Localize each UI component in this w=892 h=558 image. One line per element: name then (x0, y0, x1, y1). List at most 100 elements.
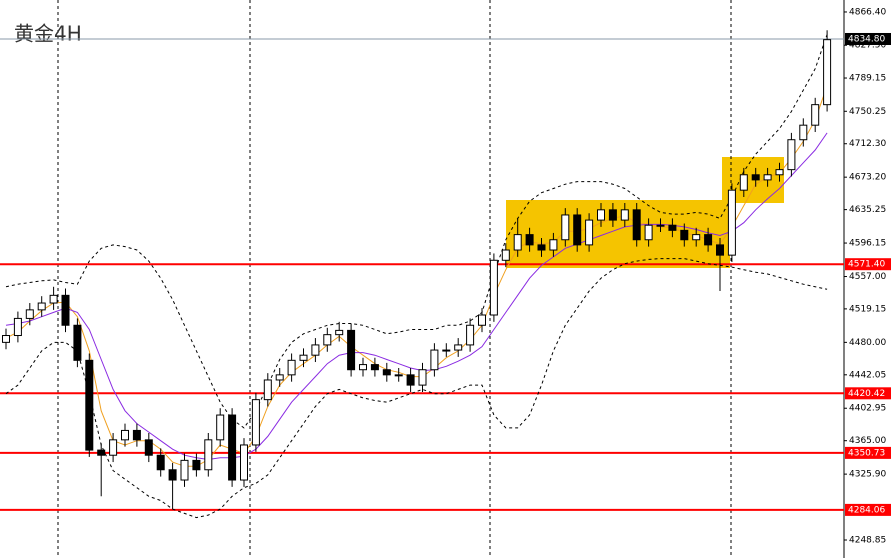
candle-body (73, 324, 82, 361)
level-label: 4571.40 (848, 260, 885, 270)
candle-body (739, 174, 748, 191)
candle-body (263, 379, 272, 401)
candle-body (37, 302, 46, 311)
level-label: 4284.06 (848, 505, 885, 515)
candle-body (668, 224, 677, 231)
candle-body (406, 374, 415, 386)
candle-body (561, 214, 570, 241)
candle-body (394, 374, 403, 377)
highlight-box (506, 200, 730, 268)
candle-body (525, 234, 534, 246)
y-tick-label: 4325.90 (849, 470, 886, 480)
candle-body (168, 469, 177, 481)
candle-body (204, 439, 213, 471)
candle-body (13, 317, 22, 337)
chart-title: 黄金4H (14, 22, 82, 46)
candle-body (335, 329, 344, 336)
y-tick-label: 4866.40 (849, 7, 886, 17)
y-tick-label: 4673.20 (849, 173, 886, 183)
candle-body (192, 459, 201, 471)
band-line (5, 258, 828, 519)
candle-body (656, 224, 665, 227)
candle-body (608, 209, 617, 221)
candle-body (121, 429, 129, 441)
candle-body (716, 244, 724, 256)
candle-body (585, 219, 594, 246)
y-tick-label: 4480.00 (849, 338, 886, 348)
y-tick-label: 4789.15 (849, 74, 886, 84)
candle-body (787, 139, 796, 171)
candle-body (549, 239, 558, 251)
level-label: 4350.73 (848, 448, 885, 458)
candle-body (597, 209, 605, 221)
candle-body (275, 374, 284, 381)
candle-body (251, 399, 260, 446)
level-label-box (845, 503, 891, 516)
candle-body (799, 124, 808, 141)
candle-body (513, 234, 522, 251)
candle-body (2, 335, 10, 343)
y-tick-label: 4248.85 (849, 536, 886, 546)
candle-body (644, 224, 653, 241)
y-tick-label: 4635.25 (849, 205, 886, 215)
candle-body (573, 214, 582, 246)
candle-body (823, 39, 832, 106)
candle-body (454, 344, 463, 351)
candle-body (775, 169, 784, 176)
candle-body (109, 439, 118, 456)
candle-body (537, 244, 546, 251)
y-tick-label: 4402.95 (849, 404, 886, 414)
level-label: 4420.42 (848, 389, 885, 399)
candle-body (466, 324, 475, 346)
candle-body (478, 314, 486, 326)
candle-body (61, 294, 70, 326)
y-tick-label: 4596.15 (849, 239, 886, 249)
candle-body (156, 454, 165, 471)
y-tick-label: 4519.15 (849, 304, 886, 314)
candle-body (97, 449, 106, 456)
candle-body (680, 229, 689, 241)
y-tick-label: 4712.30 (849, 139, 886, 149)
candle-body (692, 234, 701, 241)
candle-body (287, 359, 296, 376)
current-price-box (845, 32, 891, 45)
y-tick-label: 4557.00 (849, 272, 886, 282)
y-tick-label: 4750.25 (849, 107, 886, 117)
candle-body (632, 209, 641, 241)
y-tick-label: 4827.50 (849, 41, 886, 51)
level-label-box (845, 387, 891, 400)
candle-body (727, 189, 736, 256)
candle-body (359, 364, 367, 371)
candle-body (704, 234, 713, 246)
candle-body (620, 209, 629, 221)
candle-body (240, 444, 248, 481)
candle-body (216, 414, 225, 441)
candle-body (811, 104, 820, 126)
candle-body (228, 414, 237, 481)
candle-body (323, 334, 332, 346)
candle-body (489, 259, 498, 316)
candle-body (751, 174, 760, 181)
candle-body (418, 369, 427, 386)
candle-body (180, 459, 189, 481)
ma-line (5, 85, 828, 467)
candle-body (49, 294, 58, 304)
level-label-box (845, 258, 891, 271)
candle-body (85, 359, 94, 451)
y-tick-label: 4442.05 (849, 370, 886, 380)
candle-body (144, 439, 153, 456)
candle-body (25, 309, 34, 319)
candle-body (763, 174, 772, 181)
candle-body (501, 249, 510, 261)
candle-body (442, 349, 451, 352)
ma-line (5, 132, 828, 461)
candle-body (132, 429, 141, 441)
candle-body (370, 364, 379, 371)
y-tick-label: 4365.00 (849, 436, 886, 446)
current-price-label: 4834.80 (848, 34, 885, 44)
candle-body (347, 329, 356, 371)
candle-body (382, 369, 391, 376)
candle-body (430, 349, 439, 371)
